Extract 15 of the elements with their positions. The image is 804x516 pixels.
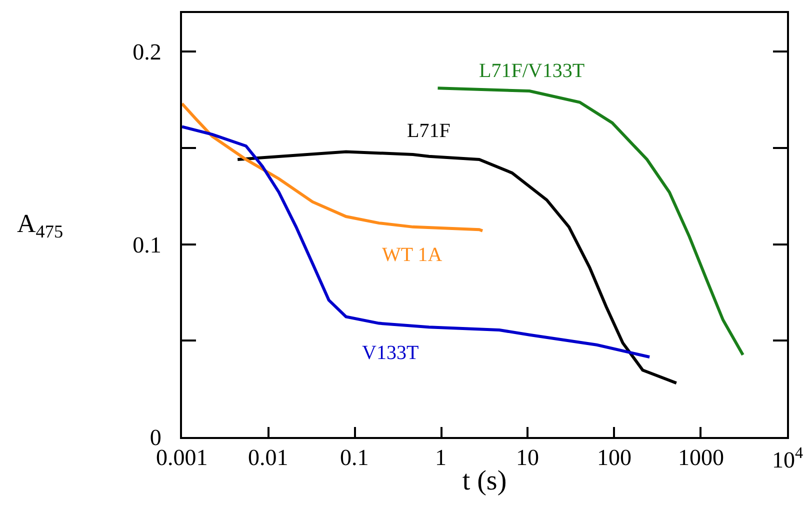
y-axis-title: A$_{475}$ — [17, 209, 64, 242]
series-label: WT 1A — [382, 244, 443, 266]
x-tick-label: 0.01 — [248, 445, 288, 470]
x-tick-label: 1 — [435, 445, 446, 470]
y-tick-label: 0.2 — [132, 40, 162, 65]
y-tick-label: 0.1 — [132, 232, 162, 258]
series-label: L71F — [407, 120, 450, 142]
x-tick-label: 100 — [597, 445, 632, 470]
x-tick-label: 1000 — [678, 445, 724, 470]
x-axis-title: t (s) — [462, 466, 507, 497]
series-label: V133T — [362, 342, 419, 364]
x-tick-label: 10 — [516, 445, 539, 470]
series-label: L71F/V133T — [479, 60, 585, 82]
x-tick-label: 10$^{4}$ — [772, 445, 804, 473]
x-tick-label: 0.1 — [340, 445, 369, 470]
